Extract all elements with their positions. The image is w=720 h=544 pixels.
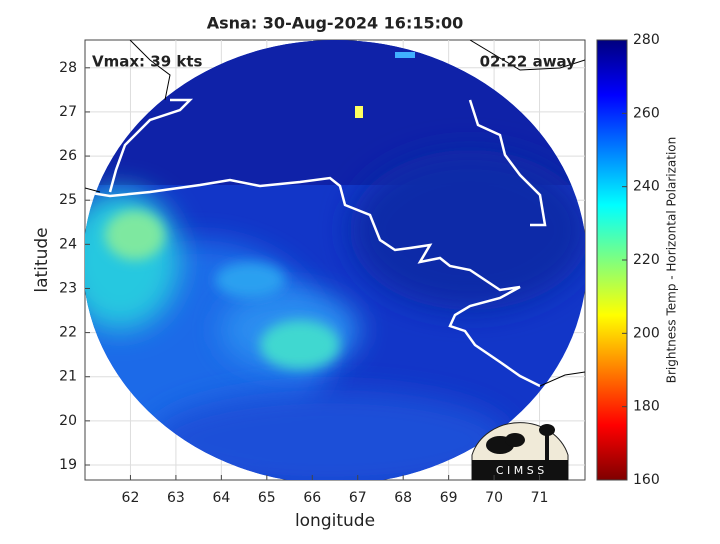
colorbar-label: Brightness Temp - Horizontal Polarizatio… xyxy=(665,137,679,384)
colorbar-tick-label: 180 xyxy=(633,399,660,415)
x-tick-label: 67 xyxy=(349,490,367,506)
logo: C I M S S xyxy=(471,422,569,481)
y-tick-label: 24 xyxy=(59,236,77,252)
colorbar-tick-label: 240 xyxy=(633,179,660,195)
x-tick-label: 64 xyxy=(212,490,230,506)
colorbar-tick-label: 220 xyxy=(633,252,660,268)
x-tick-label: 62 xyxy=(122,490,140,506)
x-tick-label: 69 xyxy=(440,490,458,506)
colorbar-tick-label: 260 xyxy=(633,105,660,121)
colorbar-tick-label: 160 xyxy=(633,472,660,488)
x-tick-label: 71 xyxy=(531,490,549,506)
chart-title: Asna: 30-Aug-2024 16:15:00 xyxy=(207,14,464,33)
y-tick-label: 28 xyxy=(59,60,77,76)
y-tick-label: 22 xyxy=(59,325,77,341)
y-tick-label: 27 xyxy=(59,104,77,120)
y-tick-label: 19 xyxy=(59,457,77,473)
y-tick-label: 25 xyxy=(59,192,77,208)
x-tick-label: 63 xyxy=(167,490,185,506)
colorbar-tick-label: 280 xyxy=(633,32,660,48)
x-tick-label: 65 xyxy=(258,490,276,506)
y-tick-label: 21 xyxy=(59,369,77,385)
y-axis-label: latitude xyxy=(32,227,52,292)
logo-text: C I M S S xyxy=(496,464,544,477)
x-tick-label: 70 xyxy=(485,490,503,506)
colorbar-tick-label: 200 xyxy=(633,325,660,341)
annotation: 02:22 away xyxy=(480,53,577,71)
x-axis-label: longitude xyxy=(295,511,375,531)
annotation: Vmax: 39 kts xyxy=(92,53,202,71)
y-tick-label: 26 xyxy=(59,148,77,164)
y-tick-label: 23 xyxy=(59,280,77,296)
x-tick-label: 66 xyxy=(303,490,321,506)
x-tick-label: 68 xyxy=(394,490,412,506)
imagery xyxy=(85,40,585,480)
y-tick-label: 20 xyxy=(59,413,77,429)
